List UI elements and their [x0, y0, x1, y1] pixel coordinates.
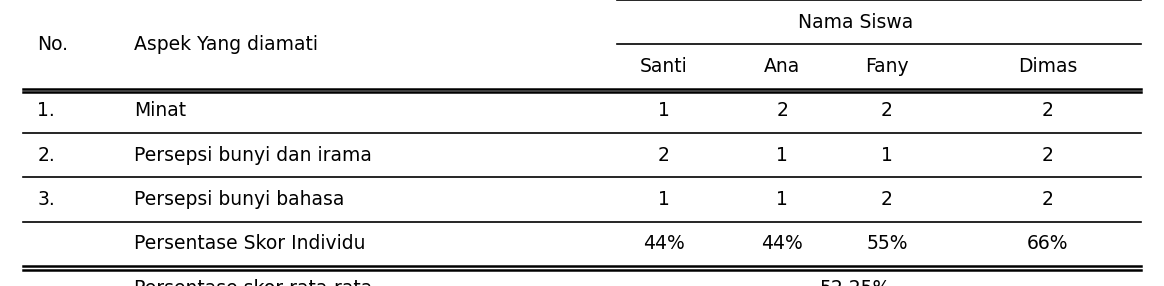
Text: 2: 2: [881, 190, 893, 209]
Text: Fany: Fany: [865, 57, 909, 76]
Text: 2: 2: [776, 101, 788, 120]
Text: Persentase Skor Individu: Persentase Skor Individu: [134, 234, 365, 253]
Text: Aspek Yang diamati: Aspek Yang diamati: [134, 35, 318, 54]
Text: Minat: Minat: [134, 101, 186, 120]
Text: 1: 1: [658, 101, 669, 120]
Text: 44%: 44%: [643, 234, 684, 253]
Text: 2.: 2.: [37, 146, 55, 165]
Text: Persepsi bunyi dan irama: Persepsi bunyi dan irama: [134, 146, 371, 165]
Text: Persentase skor rata-rata: Persentase skor rata-rata: [134, 279, 372, 286]
Text: 3.: 3.: [37, 190, 55, 209]
Text: 55%: 55%: [866, 234, 908, 253]
Text: 2: 2: [658, 146, 669, 165]
Text: No.: No.: [37, 35, 69, 54]
Text: 66%: 66%: [1027, 234, 1069, 253]
Text: 44%: 44%: [761, 234, 803, 253]
Text: 1: 1: [881, 146, 893, 165]
Text: 2: 2: [1042, 146, 1053, 165]
Text: 1: 1: [776, 190, 788, 209]
Text: Nama Siswa: Nama Siswa: [797, 13, 914, 32]
Text: 52,25%: 52,25%: [819, 279, 892, 286]
Text: Dimas: Dimas: [1017, 57, 1078, 76]
Text: 2: 2: [881, 101, 893, 120]
Text: Ana: Ana: [764, 57, 801, 76]
Text: 1: 1: [658, 190, 669, 209]
Text: 2: 2: [1042, 101, 1053, 120]
Text: Santi: Santi: [639, 57, 688, 76]
Text: 1.: 1.: [37, 101, 55, 120]
Text: Persepsi bunyi bahasa: Persepsi bunyi bahasa: [134, 190, 345, 209]
Text: 2: 2: [1042, 190, 1053, 209]
Text: 1: 1: [776, 146, 788, 165]
